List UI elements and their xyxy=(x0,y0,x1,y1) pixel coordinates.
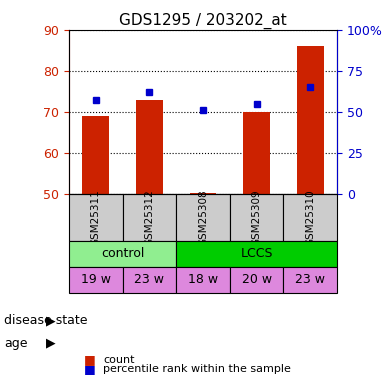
FancyBboxPatch shape xyxy=(230,267,283,292)
Text: LCCS: LCCS xyxy=(241,248,273,260)
FancyBboxPatch shape xyxy=(123,194,176,241)
Text: 19 w: 19 w xyxy=(81,273,111,286)
Bar xyxy=(136,100,163,194)
Text: 23 w: 23 w xyxy=(295,273,325,286)
Text: percentile rank within the sample: percentile rank within the sample xyxy=(103,364,291,374)
Title: GDS1295 / 203202_at: GDS1295 / 203202_at xyxy=(119,12,287,28)
Text: GSM25311: GSM25311 xyxy=(91,189,101,246)
Text: GSM25308: GSM25308 xyxy=(198,189,208,246)
Text: GSM25312: GSM25312 xyxy=(144,189,154,246)
Text: ▶: ▶ xyxy=(46,337,56,350)
Text: disease state: disease state xyxy=(4,314,87,327)
Text: control: control xyxy=(101,248,144,260)
FancyBboxPatch shape xyxy=(123,267,176,292)
Text: ■: ■ xyxy=(84,363,96,375)
Text: ■: ■ xyxy=(84,354,96,366)
Text: age: age xyxy=(4,337,27,350)
FancyBboxPatch shape xyxy=(69,241,176,267)
Text: GSM25309: GSM25309 xyxy=(252,189,262,246)
FancyBboxPatch shape xyxy=(176,241,337,267)
Text: 20 w: 20 w xyxy=(242,273,272,286)
Bar xyxy=(243,112,270,194)
FancyBboxPatch shape xyxy=(69,267,123,292)
FancyBboxPatch shape xyxy=(176,194,230,241)
FancyBboxPatch shape xyxy=(230,194,283,241)
Bar xyxy=(190,193,216,194)
FancyBboxPatch shape xyxy=(283,267,337,292)
FancyBboxPatch shape xyxy=(283,194,337,241)
Text: 23 w: 23 w xyxy=(134,273,164,286)
FancyBboxPatch shape xyxy=(176,267,230,292)
Text: ▶: ▶ xyxy=(46,314,56,327)
Text: 18 w: 18 w xyxy=(188,273,218,286)
Bar xyxy=(82,116,109,194)
Text: count: count xyxy=(103,355,135,365)
Text: GSM25310: GSM25310 xyxy=(305,189,315,246)
FancyBboxPatch shape xyxy=(69,194,123,241)
Bar xyxy=(297,46,324,194)
